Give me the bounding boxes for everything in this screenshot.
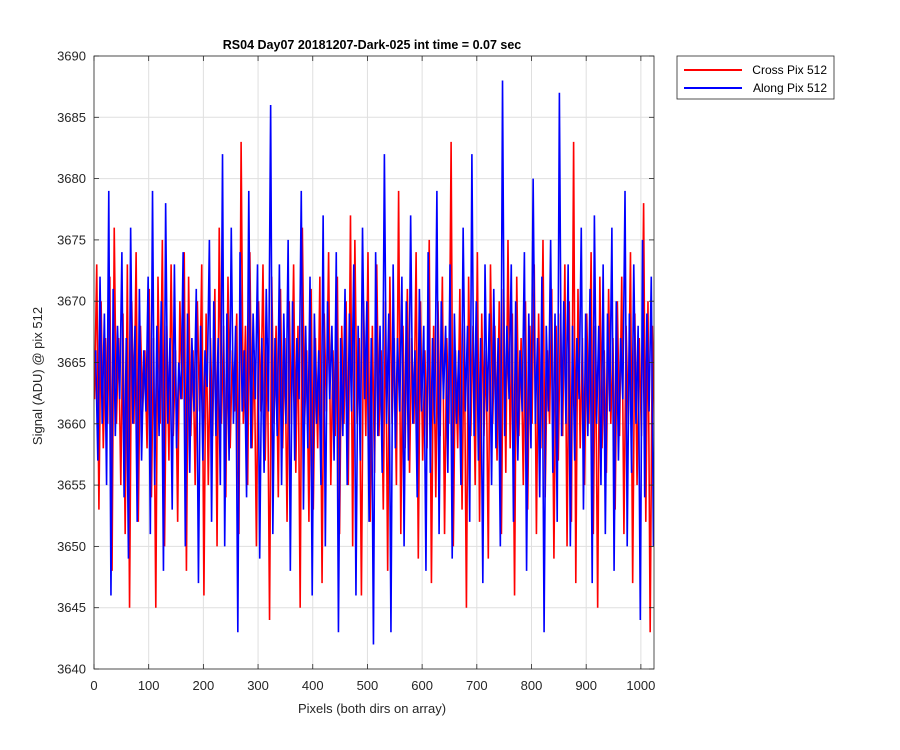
- y-axis-label: Signal (ADU) @ pix 512: [30, 307, 45, 445]
- series-lines: [94, 80, 654, 645]
- x-tick-label: 1000: [626, 678, 655, 693]
- plot-area: 0 100 200 300 400 500 600 700 800 900 1000 3640364…: [57, 49, 655, 694]
- y-tick-label: 3685: [57, 110, 86, 125]
- x-tick-label: 300: [247, 678, 269, 693]
- y-tick-label: 3680: [57, 171, 86, 186]
- x-tick-label: 200: [193, 678, 215, 693]
- x-tick-label: 600: [411, 678, 433, 693]
- y-tick-label: 3650: [57, 539, 86, 554]
- chart-title: RS04 Day07 20181207-Dark-025 int time = …: [223, 38, 522, 52]
- x-tick-label: 700: [466, 678, 488, 693]
- x-axis-label: Pixels (both dirs on array): [298, 701, 446, 716]
- y-tick-label: 3660: [57, 416, 86, 431]
- x-tick-label: 0: [90, 678, 97, 693]
- y-tick-label: 3675: [57, 232, 86, 247]
- legend-box: [676, 55, 835, 100]
- x-tick-label: 800: [521, 678, 543, 693]
- y-axis-ticks: 3640 3645 3650 3655 3660 3665 3670 3675 3680 3685…: [57, 49, 654, 677]
- y-tick-label: 3655: [57, 478, 86, 493]
- series-line-along-pix-512: [94, 80, 654, 645]
- x-tick-label: 100: [138, 678, 160, 693]
- legend: Cross Pix 512 Along Pix 512: [676, 55, 835, 100]
- legend-label-cross: Cross Pix 512: [752, 63, 827, 77]
- x-tick-label: 500: [357, 678, 379, 693]
- y-tick-label: 3690: [57, 49, 86, 64]
- legend-label-along: Along Pix 512: [753, 81, 827, 95]
- x-tick-label: 900: [575, 678, 597, 693]
- y-tick-label: 3670: [57, 294, 86, 309]
- x-tick-label: 400: [302, 678, 324, 693]
- y-tick-label: 3645: [57, 600, 86, 615]
- y-tick-label: 3640: [57, 662, 86, 677]
- x-axis-ticks: 0 100 200 300 400 500 600 700 800 900 1000: [90, 56, 655, 693]
- y-tick-label: 3665: [57, 355, 86, 370]
